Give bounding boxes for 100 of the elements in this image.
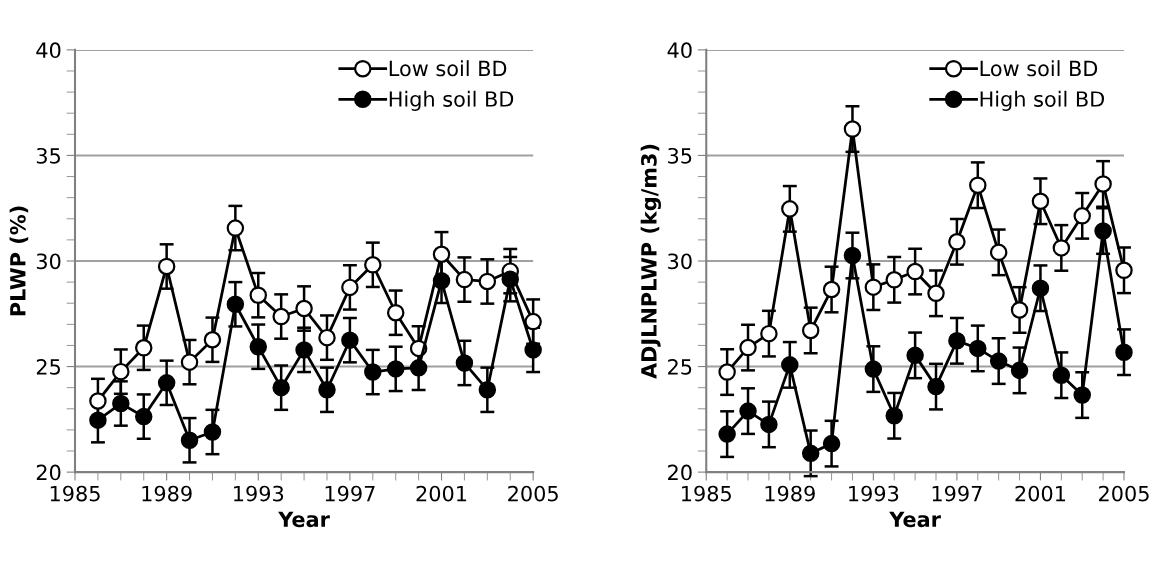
- point: [157, 257, 176, 276]
- point: [843, 120, 862, 138]
- point: [927, 377, 945, 396]
- point: [739, 402, 757, 420]
- point: [386, 303, 405, 322]
- point: [180, 353, 199, 371]
- point: [801, 444, 820, 463]
- point: [478, 381, 497, 399]
- point: [822, 280, 841, 299]
- point: [524, 341, 542, 359]
- point: [89, 411, 107, 429]
- y-tick-label: 25: [668, 359, 692, 375]
- x-tick-label: 1993: [234, 485, 284, 502]
- x-axis-title: Year: [889, 511, 941, 528]
- point: [455, 354, 474, 372]
- point: [781, 356, 799, 374]
- y-axis-title: PLWP (%): [9, 206, 29, 316]
- x-tick-label: 1989: [765, 485, 815, 502]
- point: [1094, 222, 1112, 240]
- x-tick-label: 1997: [325, 485, 375, 502]
- point: [134, 339, 153, 357]
- legend-label: High soil BD: [389, 90, 514, 111]
- point: [822, 434, 841, 453]
- point: [1115, 261, 1133, 280]
- point: [718, 425, 736, 443]
- x-tick-label: 1989: [142, 485, 192, 502]
- y-tick-label: 30: [668, 253, 692, 270]
- point: [295, 341, 313, 359]
- y-tick-label: 40: [36, 42, 61, 59]
- point: [843, 246, 862, 265]
- point: [249, 286, 268, 304]
- point: [989, 243, 1008, 262]
- point: [885, 407, 903, 425]
- y-tick-label: 20: [668, 464, 692, 481]
- y-tick-label: 20: [36, 464, 61, 481]
- point: [1031, 279, 1050, 297]
- point: [432, 245, 451, 263]
- point: [927, 284, 945, 303]
- point: [203, 423, 222, 441]
- point: [906, 346, 924, 365]
- point: [89, 392, 107, 410]
- point: [112, 394, 130, 413]
- point: [864, 360, 883, 378]
- legend-label: Low soil BD: [389, 60, 507, 77]
- y-tick-label: 30: [36, 253, 61, 270]
- point: [524, 312, 542, 331]
- point: [501, 270, 519, 288]
- point: [781, 200, 799, 218]
- point: [478, 272, 497, 291]
- legend-label: Low soil BD: [980, 60, 1098, 77]
- x-tick-label: 2001: [416, 485, 467, 502]
- point: [226, 219, 245, 237]
- y-axis-title: ADJLNPLWP (kg/m3): [640, 144, 661, 379]
- point: [718, 363, 736, 381]
- point: [295, 299, 313, 318]
- point: [364, 363, 382, 381]
- point: [885, 271, 903, 289]
- point: [318, 381, 336, 399]
- point: [1115, 343, 1133, 361]
- point: [364, 256, 382, 274]
- point: [739, 338, 757, 357]
- point: [157, 374, 176, 392]
- y-tick-label: 40: [667, 42, 692, 59]
- point: [1010, 301, 1029, 319]
- legend-label: High soil BD: [980, 90, 1105, 111]
- point: [801, 321, 820, 340]
- point: [1010, 361, 1029, 380]
- point: [203, 331, 222, 349]
- point: [386, 360, 405, 378]
- point: [341, 331, 359, 349]
- x-tick-label: 2005: [1099, 485, 1149, 502]
- point: [906, 262, 924, 281]
- point: [1031, 192, 1050, 210]
- x-tick-label: 1985: [682, 485, 731, 502]
- y-tick-label: 35: [36, 147, 60, 164]
- point: [864, 278, 883, 296]
- point: [1052, 239, 1071, 257]
- point: [409, 359, 428, 377]
- point: [226, 295, 245, 314]
- point: [1052, 366, 1071, 384]
- point: [1073, 207, 1091, 225]
- point: [318, 328, 336, 347]
- x-tick-label: 1985: [50, 485, 100, 502]
- x-tick-label: 1997: [932, 485, 982, 502]
- point: [948, 332, 966, 350]
- point: [134, 407, 153, 426]
- y-tick-label: 35: [668, 147, 692, 164]
- point: [432, 272, 451, 290]
- point: [180, 431, 199, 449]
- point: [989, 352, 1008, 370]
- point: [272, 378, 290, 397]
- x-tick-label: 2005: [508, 485, 558, 502]
- y-tick-label: 25: [36, 359, 60, 375]
- point: [112, 362, 130, 381]
- x-axis-title: Year: [278, 511, 330, 528]
- point: [1094, 175, 1112, 193]
- point: [272, 307, 290, 326]
- point: [1073, 386, 1091, 404]
- point: [455, 270, 474, 289]
- x-tick-label: 1993: [849, 485, 899, 502]
